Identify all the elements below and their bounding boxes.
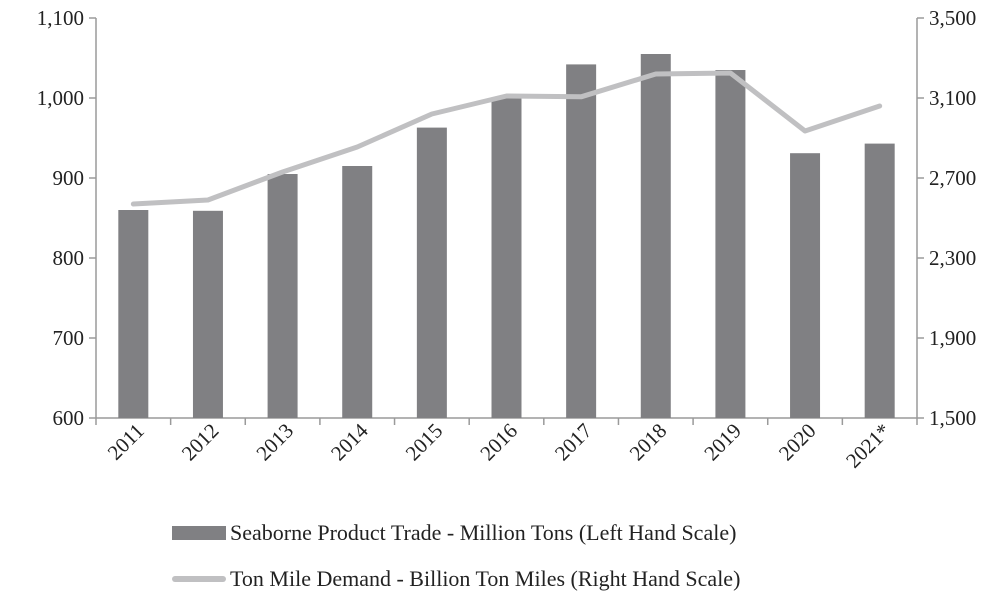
left-tick-label: 700: [53, 326, 85, 350]
right-tick-label: 1,500: [929, 406, 976, 430]
bar: [491, 98, 522, 418]
bar: [566, 64, 597, 419]
right-axis-ticks: 1,500 1,900 2,300 2,700 3,100 3,500: [917, 6, 976, 430]
x-tick-label: 2016: [475, 419, 522, 466]
right-tick-label: 1,900: [929, 326, 976, 350]
bar: [864, 143, 895, 418]
bar: [416, 127, 447, 418]
x-tick-label: 2021*: [841, 419, 895, 473]
right-tick-label: 2,700: [929, 166, 976, 190]
bar-series: [118, 54, 895, 419]
legend-item-line: Ton Mile Demand - Billion Ton Miles (Rig…: [172, 566, 740, 592]
left-tick-label: 600: [53, 406, 85, 430]
x-tick-label: 2018: [625, 419, 672, 466]
right-tick-label: 3,100: [929, 86, 976, 110]
legend-swatch-bar: [172, 526, 226, 540]
legend-label-bar: Seaborne Product Trade - Million Tons (L…: [230, 520, 737, 545]
left-tick-label: 1,000: [37, 86, 84, 110]
bar: [715, 70, 746, 418]
x-tick-label: 2020: [774, 419, 821, 466]
x-axis-ticks: 2011 2012 2013 2014 2015 2016 2017 2018 2019 2020…: [95, 418, 918, 473]
x-tick-label: 2011: [103, 419, 149, 465]
right-tick-label: 3,500: [929, 6, 976, 30]
bar: [192, 210, 223, 418]
legend-label-line: Ton Mile Demand - Billion Ton Miles (Rig…: [230, 566, 741, 591]
bar: [790, 153, 821, 418]
x-tick-label: 2014: [326, 418, 373, 465]
x-tick-label: 2019: [699, 419, 746, 466]
right-tick-label: 2,300: [929, 246, 976, 270]
bar: [342, 166, 373, 418]
x-tick-label: 2013: [251, 419, 298, 466]
bar: [640, 54, 671, 418]
bar: [267, 174, 298, 418]
legend-item-bar: Seaborne Product Trade - Million Tons (L…: [172, 520, 736, 546]
line-path: [130, 70, 883, 207]
left-tick-label: 1,100: [37, 6, 84, 30]
line-series: [130, 70, 883, 207]
x-tick-label: 2012: [177, 419, 224, 466]
bar: [118, 210, 149, 418]
legend-swatch-line: [172, 576, 226, 582]
left-tick-label: 800: [53, 246, 85, 270]
left-tick-label: 900: [53, 166, 85, 190]
left-axis-ticks: 600 700 800 900 1,000 1,100: [37, 6, 96, 430]
x-tick-label: 2015: [401, 419, 448, 466]
x-tick-label: 2017: [550, 419, 597, 466]
